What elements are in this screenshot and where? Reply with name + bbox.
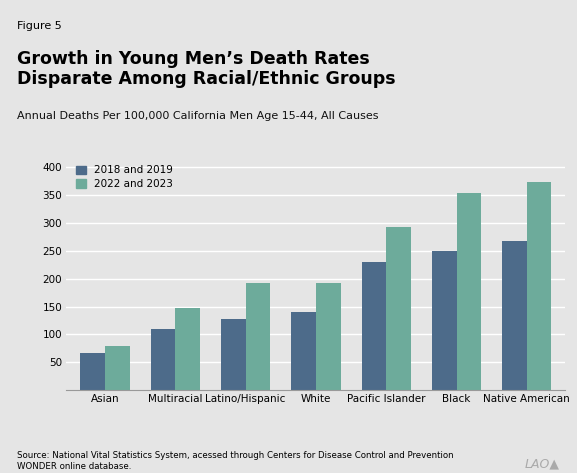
Bar xyxy=(432,251,456,390)
Text: LAO▲: LAO▲ xyxy=(524,458,560,471)
Bar xyxy=(221,319,246,390)
Bar xyxy=(246,283,270,390)
Bar xyxy=(527,182,552,390)
Bar xyxy=(502,241,527,390)
Bar xyxy=(175,308,200,390)
Legend: 2018 and 2019, 2022 and 2023: 2018 and 2019, 2022 and 2023 xyxy=(72,161,178,193)
Text: Annual Deaths Per 100,000 California Men Age 15-44, All Causes: Annual Deaths Per 100,000 California Men… xyxy=(17,111,379,121)
Text: Figure 5: Figure 5 xyxy=(17,21,62,31)
Bar xyxy=(80,353,105,390)
Bar xyxy=(386,227,411,390)
Text: Source: National Vital Statistics System, acessed through Centers for Disease Co: Source: National Vital Statistics System… xyxy=(17,451,454,471)
Bar xyxy=(316,283,340,390)
Bar xyxy=(362,262,386,390)
Bar xyxy=(291,312,316,390)
Bar xyxy=(151,329,175,390)
Text: Growth in Young Men’s Death Rates
Disparate Among Racial/Ethnic Groups: Growth in Young Men’s Death Rates Dispar… xyxy=(17,50,396,88)
Bar xyxy=(105,346,130,390)
Bar xyxy=(456,193,481,390)
